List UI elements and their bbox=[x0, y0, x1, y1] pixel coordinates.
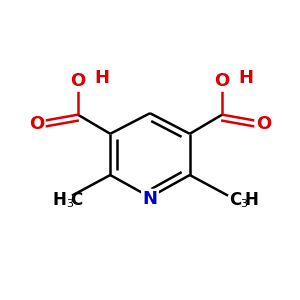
Text: 3: 3 bbox=[240, 199, 247, 208]
Text: H: H bbox=[94, 69, 109, 87]
Text: H: H bbox=[244, 191, 258, 209]
Text: N: N bbox=[142, 190, 158, 208]
Text: C: C bbox=[230, 191, 242, 209]
Text: O: O bbox=[70, 72, 85, 90]
Text: H: H bbox=[238, 69, 253, 87]
Text: O: O bbox=[214, 72, 230, 90]
Text: H: H bbox=[52, 191, 66, 209]
Text: O: O bbox=[256, 115, 271, 133]
Text: C: C bbox=[70, 191, 82, 209]
Text: O: O bbox=[29, 115, 44, 133]
Text: 3: 3 bbox=[66, 199, 73, 208]
